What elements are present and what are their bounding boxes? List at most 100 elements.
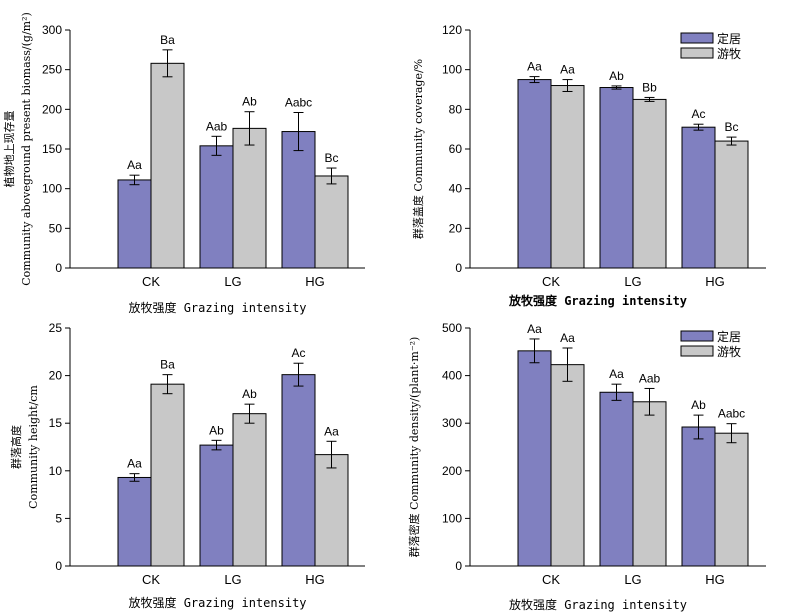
bar-series1	[599, 87, 634, 269]
significance-label: Ab	[242, 95, 257, 109]
y-axis-title: 群落密度 Community density/(plant·m⁻²)	[407, 337, 421, 558]
significance-label: Aa	[127, 158, 142, 172]
legend-swatch	[680, 330, 714, 342]
significance-label: Aa	[324, 424, 339, 438]
y-tick-label: 15	[49, 416, 63, 430]
bar-series2	[550, 364, 585, 567]
bar-series2	[314, 454, 349, 567]
y-tick-label: 10	[49, 464, 63, 478]
x-tick-label: LG	[224, 274, 241, 289]
y-tick-label: 20	[49, 369, 63, 383]
y-axis-title: 群落高度	[9, 425, 23, 469]
significance-label: Aa	[527, 60, 542, 74]
y-tick-label: 150	[42, 142, 62, 156]
x-tick-label: LG	[624, 572, 641, 587]
legend-label: 定居	[717, 31, 741, 46]
bar-series2	[632, 401, 667, 567]
x-axis-title: 放牧强度 Grazing intensity	[508, 293, 687, 308]
y-tick-label: 40	[449, 182, 463, 196]
significance-label: Ba	[160, 33, 175, 47]
significance-label: Ba	[160, 358, 175, 372]
bar-series2	[714, 140, 749, 269]
y-tick-label: 5	[55, 511, 62, 525]
y-axis-title: Community aboveground present biomass/(g…	[20, 12, 33, 286]
significance-label: Ab	[609, 69, 624, 83]
y-tick-label: 20	[449, 221, 463, 235]
bar-series2	[150, 62, 185, 269]
y-tick-label: 0	[455, 261, 462, 275]
significance-label: Bc	[724, 120, 738, 134]
bar-series1	[681, 126, 716, 269]
y-tick-label: 60	[449, 142, 463, 156]
bar-series1	[199, 444, 234, 567]
y-tick-label: 100	[442, 63, 462, 77]
x-tick-label: CK	[142, 572, 160, 587]
significance-label: Ac	[691, 107, 705, 121]
bar-series2	[232, 413, 267, 567]
y-tick-label: 0	[55, 261, 62, 275]
significance-label: Aa	[560, 331, 575, 345]
legend-label: 定居	[717, 329, 741, 344]
x-tick-label: HG	[705, 274, 725, 289]
bar-series1	[117, 476, 152, 567]
chart-panel-2: 0 20 40 60 80 100 120 Aa Aa CK Ab Bb LG Ac Bc HG 放牧强度 Gr…	[411, 23, 766, 308]
bar-series1	[599, 391, 634, 567]
x-tick-label: CK	[142, 274, 160, 289]
bar-series2	[314, 175, 349, 269]
bar-series1	[281, 374, 316, 567]
y-tick-label: 200	[442, 464, 462, 478]
x-axis-title: 放牧强度 Grazing intensity	[128, 300, 306, 315]
y-tick-label: 300	[442, 416, 462, 430]
bar-series2	[150, 383, 185, 567]
y-tick-label: 500	[442, 321, 462, 335]
x-tick-label: HG	[305, 572, 325, 587]
significance-label: Bb	[642, 80, 657, 94]
significance-label: Ab	[242, 387, 257, 401]
x-tick-label: LG	[224, 572, 241, 587]
y-tick-label: 0	[455, 559, 462, 573]
legend-swatch	[680, 47, 714, 59]
y-axis-title: 群落盖度 Community coverage/%	[411, 59, 425, 239]
y-axis-title: Community height/cm	[27, 385, 40, 509]
significance-label: Aabc	[718, 407, 745, 421]
y-tick-label: 200	[42, 102, 62, 116]
significance-label: Aab	[206, 119, 228, 133]
significance-label: Aa	[127, 457, 142, 471]
significance-label: Bc	[324, 151, 338, 165]
bar-series1	[517, 79, 552, 269]
bar-series1	[281, 131, 316, 269]
y-tick-label: 250	[42, 63, 62, 77]
y-tick-label: 0	[55, 559, 62, 573]
x-axis-title: 放牧强度 Grazing intensity	[509, 597, 687, 612]
y-tick-label: 400	[442, 369, 462, 383]
legend-swatch	[680, 345, 714, 357]
significance-label: Ab	[209, 423, 224, 437]
bar-series1	[117, 179, 152, 269]
y-tick-label: 300	[42, 23, 62, 37]
x-tick-label: CK	[542, 274, 560, 289]
significance-label: Aa	[609, 367, 624, 381]
significance-label: Aa	[560, 63, 575, 77]
chart-panel-3: 0 5 10 15 20 25 Aa Ba CK Ab Ab LG Ac Aa HG 放牧强度 Grazing…	[9, 321, 365, 610]
x-axis-title: 放牧强度 Grazing intensity	[128, 595, 306, 610]
y-tick-label: 25	[49, 321, 63, 335]
significance-label: Aabc	[285, 96, 312, 110]
bar-series2	[232, 127, 267, 269]
legend-label: 游牧	[717, 345, 741, 359]
significance-label: Ac	[291, 346, 305, 360]
bar-series2	[550, 85, 585, 269]
bar-series1	[199, 145, 234, 269]
y-tick-label: 100	[442, 511, 462, 525]
y-tick-label: 100	[42, 182, 62, 196]
y-tick-label: 80	[449, 102, 463, 116]
x-tick-label: HG	[305, 274, 325, 289]
bar-series2	[714, 432, 749, 567]
chart-panel-4: 0 100 200 300 400 500 Aa Aa CK Aa Aab LG Ab Aabc HG 放牧强…	[407, 321, 766, 612]
legend-swatch	[680, 32, 714, 44]
bar-series1	[681, 426, 716, 567]
y-tick-label: 50	[49, 221, 63, 235]
x-tick-label: LG	[624, 274, 641, 289]
y-axis-title: 植物地上现存量	[2, 111, 16, 188]
bar-series2	[632, 98, 667, 269]
